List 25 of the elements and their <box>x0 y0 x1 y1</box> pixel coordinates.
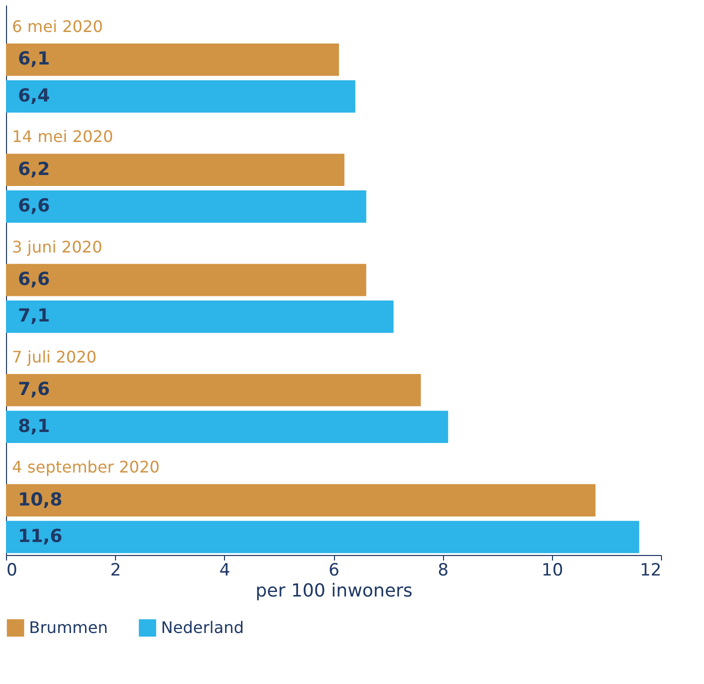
y-tick-label: 14 mei 2020 <box>12 127 114 146</box>
x-tick-label: 2 <box>110 560 122 580</box>
legend-label: Nederland <box>161 618 244 637</box>
data-label: 7,6 <box>18 379 50 400</box>
x-tick-label: 4 <box>219 560 230 580</box>
y-tick-label: 6 mei 2020 <box>12 16 103 36</box>
data-label: 11,6 <box>18 526 62 548</box>
x-tick-label: 8 <box>438 560 449 580</box>
data-label: 7,1 <box>18 306 50 327</box>
data-label: 6,1 <box>18 48 50 70</box>
data-label: 6,2 <box>18 158 50 180</box>
x-tick-label: 12 <box>640 560 662 580</box>
x-tick-label: 6 <box>328 560 340 580</box>
y-tick-label: 4 september 2020 <box>12 458 160 477</box>
x-tick-label: 0 <box>6 560 18 580</box>
y-tick-label: 3 juni 2020 <box>12 237 102 256</box>
data-label: 6,6 <box>18 269 50 290</box>
y-tick-label: 7 juli 2020 <box>12 347 97 366</box>
data-label: 8,1 <box>18 416 50 437</box>
x-axis-title: per 100 inwoners <box>255 580 413 602</box>
data-label: 6,6 <box>18 196 50 217</box>
legend-label: Brummen <box>29 618 108 637</box>
x-tick-label: 10 <box>542 560 564 580</box>
data-label: 10,8 <box>18 489 62 510</box>
data-label: 6,4 <box>18 85 50 106</box>
